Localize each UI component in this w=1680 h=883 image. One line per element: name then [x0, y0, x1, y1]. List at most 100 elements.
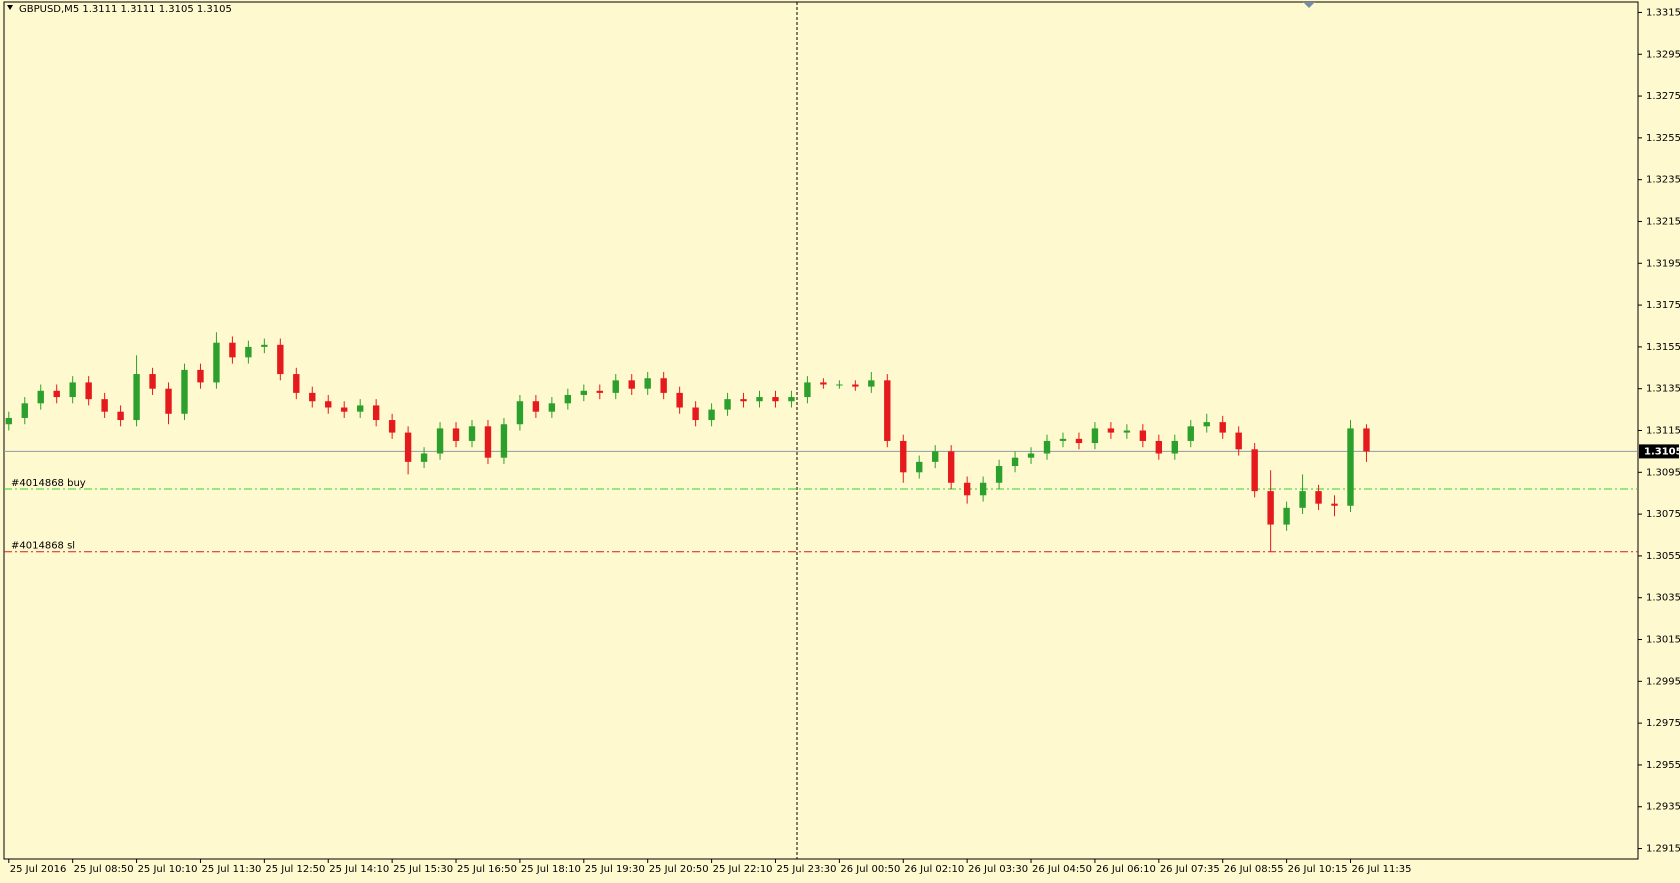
candle-body: [436, 428, 444, 454]
bid-box: [1639, 444, 1679, 459]
candle-body: [1091, 428, 1099, 444]
y-tick-label: 1.3135: [1646, 384, 1680, 395]
candle-body: [868, 380, 875, 387]
candle-body: [1363, 428, 1370, 452]
candle-body: [836, 384, 843, 386]
y-tick-label: 1.3235: [1646, 175, 1680, 186]
x-tick-label: 25 Jul 19:30: [585, 864, 645, 875]
candle-body: [356, 405, 364, 412]
candle-body: [1027, 453, 1035, 458]
candle-body: [245, 346, 252, 358]
candle-body: [5, 417, 12, 425]
x-tick-label: 25 Jul 15:30: [393, 864, 453, 875]
y-tick-label: 1.3255: [1646, 133, 1680, 144]
candle-body: [580, 390, 588, 395]
candle-body: [101, 399, 108, 412]
x-tick-label: 26 Jul 10:15: [1288, 864, 1348, 875]
y-tick-label: 1.3275: [1646, 91, 1680, 102]
candle-body: [229, 342, 236, 358]
candle-body: [724, 399, 731, 410]
candle-body: [1171, 440, 1178, 454]
x-tick-label: 25 Jul 22:10: [713, 864, 773, 875]
candle-body: [213, 342, 220, 383]
candle-body: [995, 466, 1003, 483]
candle-body: [708, 409, 715, 421]
order-label: #4014868 sl: [11, 541, 75, 552]
candle-body: [884, 380, 891, 441]
y-tick-label: 1.2975: [1646, 718, 1680, 729]
candle-body: [149, 374, 156, 389]
candle-body: [1107, 428, 1115, 433]
candle-body: [516, 401, 524, 425]
candle-body: [1043, 440, 1051, 454]
candle-body: [740, 399, 747, 402]
candle-body: [1283, 507, 1290, 525]
x-tick-label: 25 Jul 20:50: [649, 864, 709, 875]
candle-body: [628, 380, 635, 389]
menu-arrow[interactable]: [7, 5, 13, 10]
candle-body: [900, 440, 907, 473]
candle-body: [404, 432, 412, 462]
candle-body: [564, 394, 572, 404]
shift-marker: [1303, 2, 1315, 8]
candle-body: [772, 397, 779, 402]
candle-body: [1347, 428, 1354, 506]
y-tick-label: 1.3295: [1646, 49, 1680, 60]
candle-body: [932, 451, 939, 462]
candle-body: [1011, 457, 1019, 467]
candle-body: [788, 397, 795, 402]
candle-body: [181, 369, 188, 414]
candle-body: [1267, 491, 1274, 525]
y-tick-label: 1.2955: [1646, 760, 1680, 771]
candle-body: [756, 397, 763, 402]
x-tick-label: 26 Jul 02:10: [904, 864, 964, 875]
candle-body: [388, 420, 396, 433]
candle-body: [1139, 430, 1147, 441]
x-tick-label: 25 Jul 12:50: [265, 864, 325, 875]
x-tick-label: 26 Jul 07:35: [1160, 864, 1220, 875]
bid-label: 1.3105: [1644, 446, 1680, 457]
y-tick-label: 1.3055: [1646, 551, 1680, 562]
candle-body: [484, 426, 492, 458]
candle-body: [1075, 438, 1083, 444]
candle-body: [452, 428, 460, 441]
candle-body: [596, 390, 603, 393]
chart-title: GBPUSD,M5 1.3111 1.3111 1.3105 1.3105: [19, 4, 232, 15]
candle-body: [1187, 426, 1194, 441]
y-tick-label: 1.2995: [1646, 676, 1680, 687]
x-tick-label: 25 Jul 14:10: [329, 864, 389, 875]
candle-body: [53, 390, 60, 398]
candle-body: [1251, 449, 1258, 492]
candle-body: [85, 382, 92, 400]
x-tick-label: 25 Jul 08:50: [74, 864, 134, 875]
candle-body: [820, 382, 827, 385]
x-tick-label: 25 Jul 2016: [10, 864, 67, 875]
candle-body: [1235, 432, 1242, 450]
y-tick-label: 1.3095: [1646, 467, 1680, 478]
y-tick-label: 1.3015: [1646, 635, 1680, 646]
candle-body: [69, 382, 76, 398]
x-tick-label: 25 Jul 16:50: [457, 864, 517, 875]
x-tick-label: 26 Jul 04:50: [1032, 864, 1092, 875]
candle-body: [37, 390, 44, 404]
candle-body: [676, 392, 683, 408]
candle-body: [165, 388, 172, 414]
candle-body: [372, 405, 380, 421]
candle-body: [325, 401, 332, 408]
x-tick-label: 26 Jul 06:10: [1096, 864, 1156, 875]
candle-body: [947, 451, 955, 483]
candle-body: [916, 461, 923, 473]
x-tick-label: 26 Jul 11:35: [1351, 864, 1411, 875]
candle-body: [500, 424, 508, 458]
y-tick-label: 1.3155: [1646, 342, 1680, 353]
candle-body: [1331, 503, 1338, 506]
x-tick-label: 25 Jul 11:30: [201, 864, 261, 875]
candle-body: [293, 374, 300, 393]
candle-body: [644, 378, 651, 389]
candle-body: [261, 344, 268, 347]
candle-body: [1059, 438, 1067, 441]
candle-body: [21, 403, 28, 418]
